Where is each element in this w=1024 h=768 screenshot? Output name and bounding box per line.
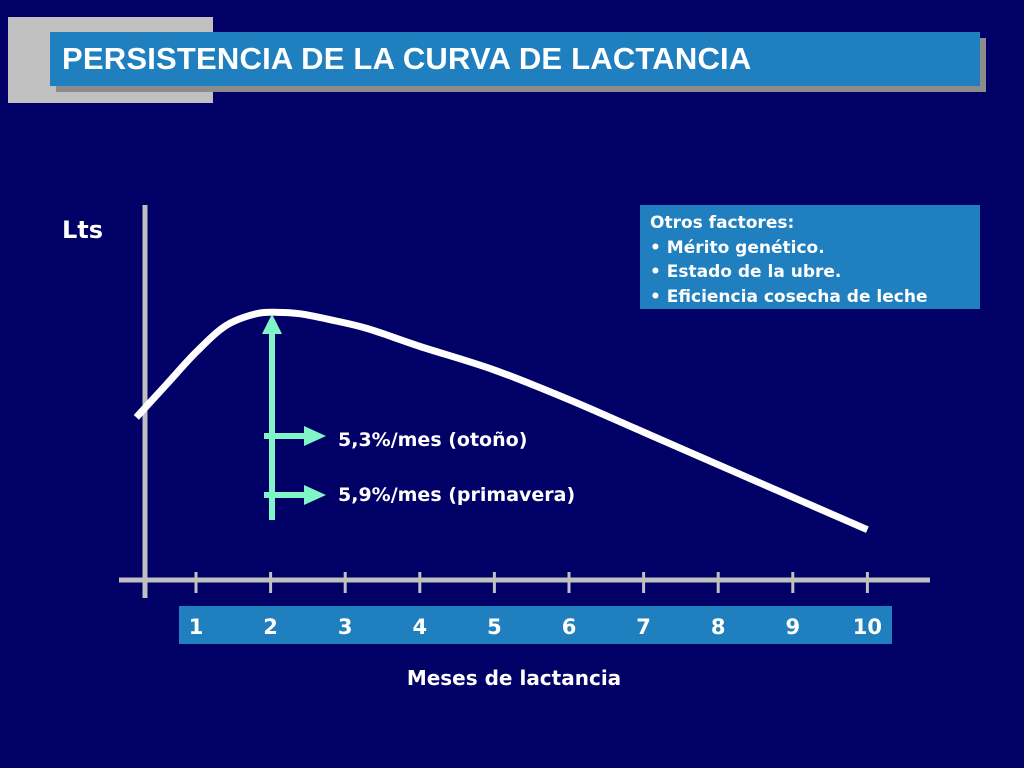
x-tick-label: 2 — [263, 615, 278, 639]
factor-item: • Mérito genético. — [650, 237, 825, 258]
arrow-label-primavera: 5,9%/mes (primavera) — [338, 484, 575, 506]
arrow-otono-head — [304, 426, 326, 446]
x-tick-label: 1 — [189, 615, 204, 639]
lactation-curve — [133, 308, 869, 533]
factors-heading: Otros factores: — [650, 213, 795, 233]
x-tick-label: 6 — [562, 615, 577, 639]
slide-title: PERSISTENCIA DE LA CURVA DE LACTANCIA — [62, 41, 752, 76]
other-factors-box: Otros factores: • Mérito genético. • Est… — [640, 205, 980, 309]
vertical-arrow-head — [262, 314, 282, 334]
x-tick-label: 3 — [338, 615, 353, 639]
x-tick-label: 5 — [487, 615, 502, 639]
x-tick-label: 7 — [636, 615, 651, 639]
x-tick-label: 10 — [853, 615, 882, 639]
factor-item: • Estado de la ubre. — [650, 262, 842, 282]
x-tick-label: 9 — [785, 615, 800, 639]
y-axis-label: Lts — [62, 216, 103, 244]
title-banner: PERSISTENCIA DE LA CURVA DE LACTANCIA — [50, 32, 980, 86]
factor-item: • Eficiencia cosecha de leche — [650, 286, 928, 307]
arrow-primavera-head — [304, 485, 326, 505]
x-axis-label: Meses de lactancia — [407, 666, 621, 690]
chart-axes — [119, 205, 930, 598]
arrow-layer — [262, 314, 326, 520]
x-tick-panel: 1 2 3 4 5 6 7 8 9 10 — [179, 606, 892, 644]
x-tick-label: 8 — [711, 615, 726, 639]
arrow-label-otono: 5,3%/mes (otoño) — [338, 429, 527, 451]
x-tick-label: 4 — [412, 615, 427, 639]
curve-layer — [133, 308, 869, 533]
x-tick-labels: 1 2 3 4 5 6 7 8 9 10 — [189, 615, 882, 639]
